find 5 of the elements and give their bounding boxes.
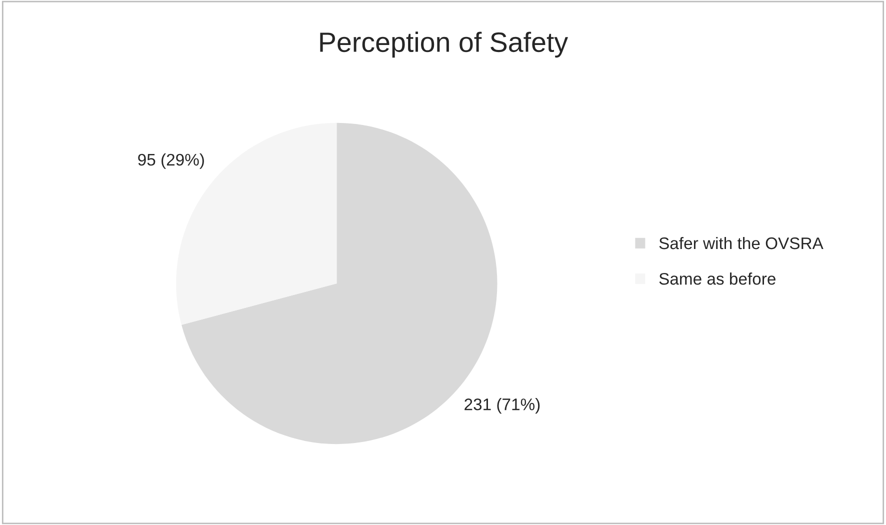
chart-title: Perception of Safety bbox=[320, 32, 568, 58]
data-label: 95 (29%) bbox=[138, 153, 204, 169]
data-label: 231 (71%) bbox=[464, 398, 540, 414]
legend-label: Safer with the OVSRA bbox=[659, 236, 824, 250]
legend-label: Same as before bbox=[659, 272, 776, 285]
